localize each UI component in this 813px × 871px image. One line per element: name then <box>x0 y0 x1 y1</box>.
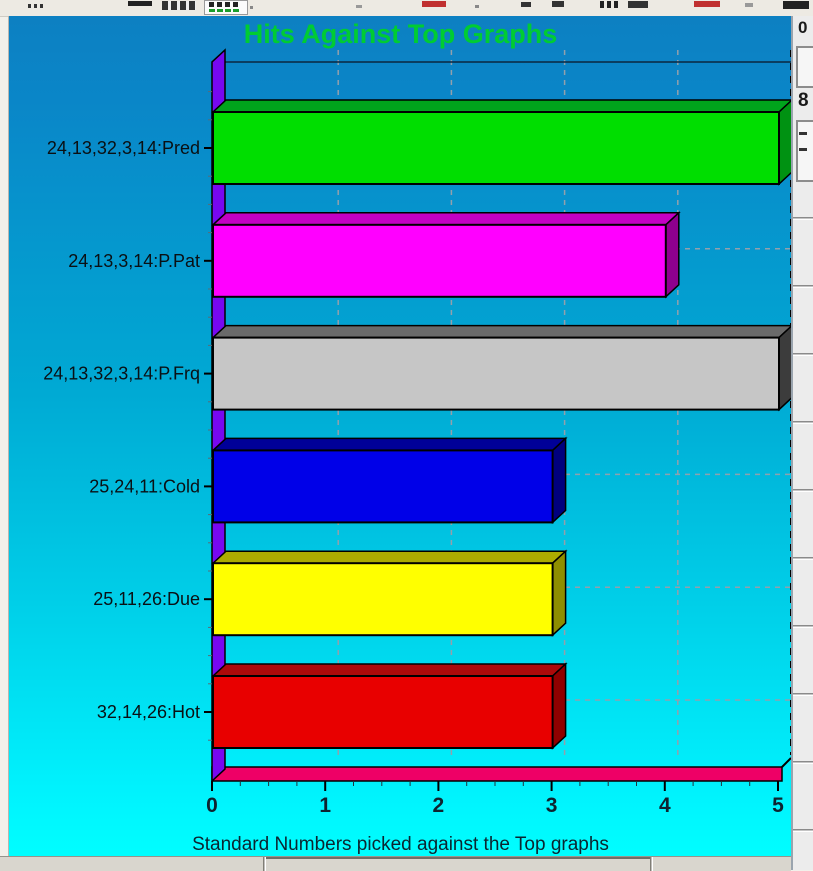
category-label: 24,13,3,14:P.Pat <box>68 251 200 271</box>
right-panel-label-fragment: 8 <box>798 90 809 111</box>
toolbar-icon-fragment[interactable] <box>162 1 196 10</box>
right-panel-row-divider <box>793 353 813 356</box>
status-bar-divider <box>263 857 266 871</box>
right-panel-row-divider <box>793 761 813 764</box>
right-panel-row-divider <box>793 489 813 492</box>
bar <box>212 336 780 411</box>
toolbar-icon-fragment[interactable] <box>745 3 753 7</box>
toolbar-icon-fragment[interactable] <box>552 1 564 7</box>
x-tick-label: 4 <box>659 794 671 817</box>
chart-icon <box>209 2 241 7</box>
toolbar-icon-fragment[interactable] <box>28 4 44 8</box>
x-tick-label: 2 <box>433 794 445 817</box>
x-tick-label: 1 <box>319 794 331 817</box>
right-panel-row-divider <box>793 625 813 628</box>
bar <box>212 449 554 524</box>
right-panel-row-divider <box>793 693 813 696</box>
toolbar-icon-fragment[interactable] <box>475 5 479 8</box>
bar <box>212 223 667 298</box>
floor-corner <box>781 757 792 768</box>
bar-top-face <box>211 212 681 226</box>
right-panel-row-divider <box>793 829 813 832</box>
bar-side-face <box>551 662 567 750</box>
status-bar <box>0 856 791 871</box>
toolbar-button-pressed[interactable] <box>204 0 248 15</box>
toolbar-icon-fragment[interactable] <box>783 1 809 9</box>
bar <box>212 675 554 749</box>
toolbar-icon-fragment[interactable] <box>422 1 446 7</box>
bar <box>212 111 780 185</box>
chart-floor <box>211 766 783 782</box>
right-panel-edit-fragment[interactable] <box>796 120 813 182</box>
status-bar-segment-edge <box>263 857 650 859</box>
toolbar-icon-fragment[interactable] <box>600 1 618 8</box>
toolbar-icon-fragment[interactable] <box>250 6 253 9</box>
bar-chart: 24,13,32,3,14:Pred 24,13,3,14:P.Pat 24,13,… <box>43 48 792 817</box>
x-tick-label: 5 <box>772 794 784 817</box>
x-axis-title: Standard Numbers picked against the Top … <box>192 834 609 855</box>
bar <box>212 562 554 637</box>
bar-top-face <box>211 550 568 564</box>
glyph-fragment <box>799 148 807 151</box>
bar-top-face <box>211 663 568 677</box>
category-label: 24,13,32,3,14:P.Frq <box>43 364 200 384</box>
bar-side-face <box>551 549 567 637</box>
chart-panel: Hits Against Top Graphs 24,13,32,3,14:Pr… <box>8 16 792 856</box>
right-panel-label-fragment: 0 <box>798 18 808 37</box>
toolbar-icon-fragment[interactable] <box>128 1 152 6</box>
toolbar-icon-fragment[interactable] <box>628 1 648 8</box>
bar-side-face <box>551 436 567 525</box>
toolbar-icon-fragment[interactable] <box>356 5 362 8</box>
status-bar-divider <box>650 857 653 871</box>
bar-side-face <box>665 211 680 299</box>
right-panel-row-divider <box>793 421 813 424</box>
x-tick-label: 3 <box>546 794 558 817</box>
right-side-panel: 0 8 <box>791 16 813 870</box>
glyph-fragment <box>799 132 807 135</box>
right-panel-row-divider <box>793 557 813 560</box>
bar-top-face <box>211 324 792 339</box>
toolbar-icon-fragment[interactable] <box>694 1 720 7</box>
right-panel-row-divider <box>793 217 813 220</box>
chart-title: Hits Against Top Graphs <box>243 19 558 49</box>
category-label: 24,13,32,3,14:Pred <box>47 138 200 158</box>
category-label: 25,11,26:Due <box>93 589 200 609</box>
bar-top-face <box>211 437 568 452</box>
chart-icon-underline <box>209 9 241 12</box>
category-label: 32,14,26:Hot <box>97 702 200 722</box>
toolbar <box>0 0 813 17</box>
category-label: 25,24,11:Cold <box>89 476 200 496</box>
x-tick-label: 0 <box>206 794 218 817</box>
toolbar-icon-fragment[interactable] <box>521 2 531 7</box>
bar-top-face <box>211 99 792 113</box>
right-panel-row-divider <box>793 285 813 288</box>
right-panel-edit-fragment[interactable] <box>796 46 813 88</box>
